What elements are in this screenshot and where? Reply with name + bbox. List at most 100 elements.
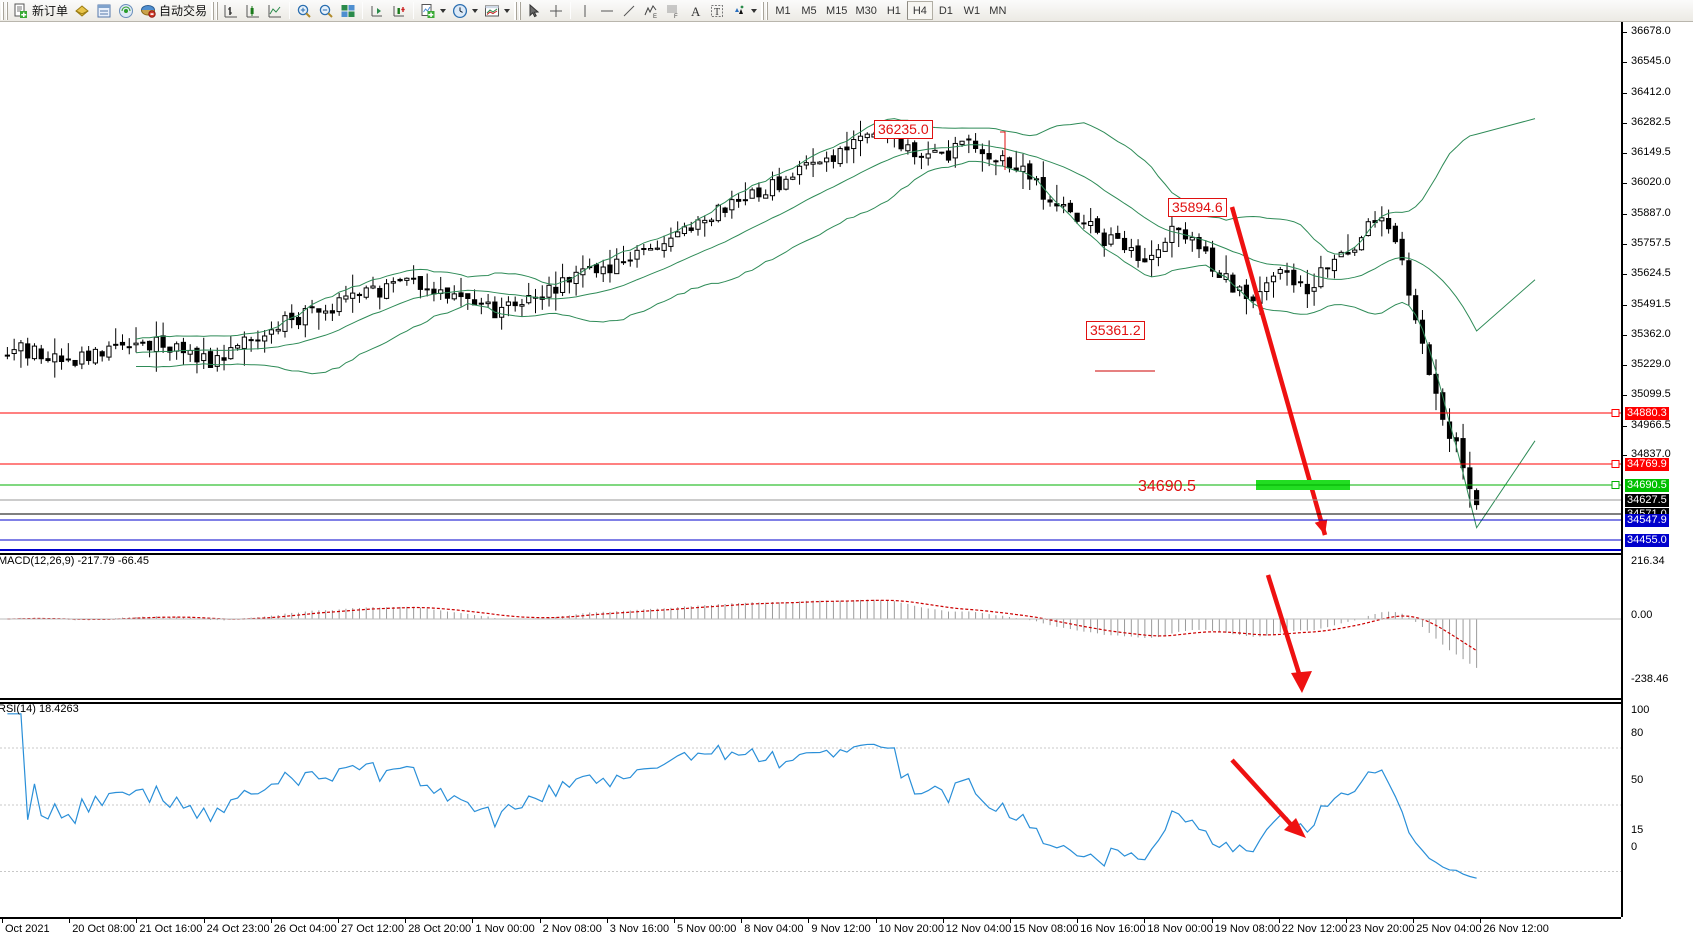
time-label-1: 20 Oct 08:00 xyxy=(72,923,136,935)
bar-chart-button[interactable] xyxy=(220,1,242,21)
timeframe-d1-button[interactable]: D1 xyxy=(938,4,953,17)
time-label-15: 15 Nov 08:00 xyxy=(1013,923,1079,935)
time-tick xyxy=(942,919,944,923)
tickmark xyxy=(1623,304,1627,306)
text-button[interactable]: A xyxy=(684,1,706,21)
templates-button[interactable] xyxy=(481,1,513,21)
time-tick xyxy=(606,919,608,923)
crosshair-button[interactable] xyxy=(545,1,567,21)
time-label-17: 18 Nov 00:00 xyxy=(1147,923,1213,935)
indicators-button[interactable] xyxy=(417,1,449,21)
shift-chart-button[interactable] xyxy=(366,1,388,21)
time-label-2: 21 Oct 16:00 xyxy=(139,923,203,935)
timeframe-m1-button[interactable]: M1 xyxy=(775,4,791,17)
time-tick xyxy=(875,919,877,923)
new-order-button[interactable]: 新订单 xyxy=(10,1,71,21)
zoom-out-button[interactable] xyxy=(315,1,337,21)
indicators-icon xyxy=(420,3,436,19)
time-label-21: 25 Nov 04:00 xyxy=(1416,923,1482,935)
periods-dropdown-caret[interactable] xyxy=(472,8,479,13)
price-axis[interactable]: 36678.0 36545.0 36412.0 36282.5 36149.5 36020… xyxy=(1621,22,1693,917)
candlestick-chart-button[interactable] xyxy=(242,1,264,21)
expert-advisors-button[interactable] xyxy=(71,1,93,21)
rsi-scale-15: 15 xyxy=(1631,824,1644,836)
line-chart-button[interactable] xyxy=(264,1,286,21)
data-window-button[interactable] xyxy=(93,1,115,21)
horizontal-line-button[interactable] xyxy=(596,1,618,21)
timeframe-w1-button[interactable]: W1 xyxy=(963,4,981,17)
text-icon: A xyxy=(687,3,703,19)
toolbar-grip-tools[interactable] xyxy=(514,1,522,20)
annotation-36235[interactable]: 36235.0 xyxy=(874,120,933,139)
fibonacci-button[interactable]: F xyxy=(662,1,684,21)
tile-windows-icon xyxy=(340,3,356,19)
auto-trading-icon xyxy=(140,3,156,19)
svg-text:F: F xyxy=(674,14,678,19)
pane-separator xyxy=(0,698,1621,700)
toolbar-grip-charts[interactable] xyxy=(211,1,219,20)
periods-icon xyxy=(452,3,468,19)
svg-text:A: A xyxy=(691,4,701,19)
time-tick xyxy=(338,919,339,923)
pane-separator xyxy=(0,553,1621,555)
time-tick xyxy=(472,919,474,923)
signals-button[interactable] xyxy=(115,1,137,21)
tile-windows-button[interactable] xyxy=(337,1,359,21)
cursor-button[interactable] xyxy=(523,1,545,21)
price-tick-36545-0: 36545.0 xyxy=(1631,55,1671,68)
price-tick-34837-0: 34837.0 xyxy=(1631,448,1671,461)
timeframe-m5-button[interactable]: M5 xyxy=(801,4,817,17)
shapes-button[interactable] xyxy=(728,1,760,21)
toolbar-grip[interactable] xyxy=(1,1,8,20)
toolbar-separator-3 xyxy=(413,2,415,19)
price-tick-36149-5: 36149.5 xyxy=(1631,146,1671,159)
annotation-34690[interactable]: 34690.5 xyxy=(1138,478,1196,495)
time-label-10: 5 Nov 00:00 xyxy=(677,923,737,935)
tickmark xyxy=(1623,153,1627,155)
time-axis[interactable]: Oct 2021 20 Oct 08:00 21 Oct 16:00 24 Oct 2… xyxy=(0,917,1621,939)
indicators-dropdown-caret[interactable] xyxy=(440,8,447,13)
timeframe-m30-button[interactable]: M30 xyxy=(855,4,877,17)
rsi-pane[interactable] xyxy=(0,702,1621,915)
tickmark xyxy=(1623,62,1627,64)
price-level-label-34769-9[interactable]: 34769.9 xyxy=(1625,458,1669,471)
price-chart-canvas[interactable] xyxy=(0,22,1621,549)
price-level-label-34455-0[interactable]: 34455.0 xyxy=(1625,534,1669,547)
tickmark xyxy=(1623,394,1627,396)
price-tick-36412-0: 36412.0 xyxy=(1631,85,1671,98)
trendline-button[interactable] xyxy=(618,1,640,21)
timeframe-h4-button[interactable]: H4 xyxy=(906,1,933,20)
time-label-19: 22 Nov 12:00 xyxy=(1281,923,1348,935)
annotation-35894[interactable]: 35894.6 xyxy=(1168,198,1227,217)
price-tick-34966-5: 34966.5 xyxy=(1631,418,1671,431)
annotation-35361[interactable]: 35361.2 xyxy=(1086,321,1145,340)
time-label-14: 12 Nov 04:00 xyxy=(945,923,1012,935)
timeframe-m15-button[interactable]: M15 xyxy=(826,4,848,17)
timeframe-mn-button[interactable]: MN xyxy=(989,4,1007,17)
signals-icon xyxy=(118,3,134,19)
price-level-label-34547-9[interactable]: 34547.9 xyxy=(1625,514,1669,527)
time-label-9: 3 Nov 16:00 xyxy=(609,923,670,935)
macd-pane[interactable] xyxy=(0,553,1621,698)
price-level-label-34880-3[interactable]: 34880.3 xyxy=(1625,407,1669,420)
shapes-dropdown-caret[interactable] xyxy=(751,8,758,13)
time-tick xyxy=(1077,919,1079,923)
tickmark xyxy=(1623,243,1627,245)
toolbar-grip-timeframes[interactable] xyxy=(761,1,769,20)
expert-advisors-icon xyxy=(74,3,90,19)
vertical-line-button[interactable] xyxy=(574,1,596,21)
periods-button[interactable] xyxy=(449,1,481,21)
price-level-label-34690-5[interactable]: 34690.5 xyxy=(1625,479,1669,492)
auto-scroll-button[interactable] xyxy=(388,1,410,21)
price-level-label-34627-5[interactable]: 34627.5 xyxy=(1625,494,1669,507)
time-label-11: 8 Nov 04:00 xyxy=(744,923,804,935)
timeframe-h1-button[interactable]: H1 xyxy=(886,4,901,17)
auto-trading-button[interactable]: 自动交易 xyxy=(137,1,210,21)
text-label-button[interactable]: T xyxy=(706,1,728,21)
zoom-in-button[interactable] xyxy=(293,1,315,21)
templates-dropdown-caret[interactable] xyxy=(504,8,511,13)
tickmark xyxy=(1623,274,1627,276)
tickmark xyxy=(1623,122,1627,124)
elliott-wave-button[interactable]: E xyxy=(640,1,662,21)
